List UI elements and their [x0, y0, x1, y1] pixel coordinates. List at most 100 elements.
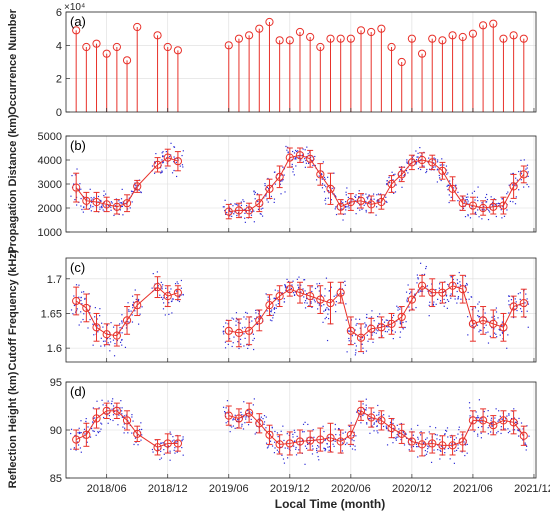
scatter-point: [508, 300, 510, 302]
scatter-point: [238, 347, 240, 350]
scatter-point: [478, 417, 480, 419]
scatter-point: [328, 449, 330, 451]
scatter-point: [277, 303, 280, 305]
scatter-point: [335, 301, 337, 303]
scatter-point: [125, 324, 128, 326]
scatter-point: [295, 150, 298, 153]
scatter-point: [245, 415, 248, 417]
mean-marker: [326, 433, 335, 442]
scatter-point: [156, 271, 158, 273]
scatter-point: [173, 439, 175, 441]
mean-line-segment: [493, 323, 504, 328]
scatter-point: [304, 149, 306, 151]
scatter-point: [492, 201, 494, 203]
scatter-point: [385, 425, 387, 427]
scatter-point: [128, 321, 130, 323]
mean-marker: [306, 154, 315, 163]
scatter-point: [326, 307, 328, 309]
scatter-point: [526, 425, 528, 427]
mean-line-segment: [75, 434, 87, 441]
scatter-point: [497, 317, 499, 319]
scatter-point: [80, 431, 82, 434]
scatter-point: [173, 169, 175, 172]
scatter-point: [465, 298, 467, 300]
mean-marker: [377, 197, 386, 207]
scatter-point: [516, 422, 519, 425]
scatter-point: [286, 433, 288, 435]
scatter-point: [80, 299, 82, 302]
scatter-point: [78, 324, 80, 326]
scatter-point: [298, 155, 300, 157]
scatter-point: [499, 334, 501, 336]
scatter-point: [83, 313, 85, 315]
scatter-point: [267, 446, 269, 448]
scatter-point: [284, 191, 286, 193]
stem-marker: [346, 34, 355, 43]
scatter-point: [527, 175, 529, 178]
scatter-point: [171, 300, 173, 302]
scatter-point: [269, 440, 272, 442]
scatter-point: [348, 202, 351, 205]
scatter-point: [300, 291, 302, 293]
scatter-point: [521, 310, 523, 313]
scatter-point: [324, 448, 326, 450]
scatter-point: [224, 411, 226, 413]
scatter-point: [392, 442, 394, 444]
scatter-point: [428, 431, 430, 433]
scatter-point: [522, 439, 524, 441]
scatter-point: [417, 168, 420, 170]
scatter-point: [365, 407, 367, 409]
mean-marker: [367, 324, 376, 333]
scatter-point: [267, 299, 269, 301]
scatter-point: [89, 318, 91, 321]
scatter-point: [131, 414, 133, 416]
scatter-point: [165, 287, 167, 289]
scatter-point: [292, 168, 295, 170]
scatter-point: [268, 444, 270, 446]
scatter-point: [420, 262, 422, 264]
scatter-point: [347, 196, 349, 199]
scatter-point: [491, 422, 493, 424]
scatter-point: [500, 426, 502, 428]
scatter-point: [286, 278, 288, 280]
scatter-point: [263, 423, 265, 425]
scatter-point: [103, 416, 105, 419]
scatter-point: [410, 438, 412, 440]
scatter-point: [247, 409, 249, 412]
scatter-point: [477, 426, 479, 429]
scatter-point: [468, 402, 471, 404]
scatter-point: [495, 311, 498, 313]
scatter-point: [469, 415, 471, 417]
x-tick-label: 2018/12: [148, 483, 188, 495]
scatter-point: [410, 428, 413, 430]
scatter-point: [260, 416, 262, 418]
scatter-point: [294, 291, 297, 293]
scatter-point: [457, 447, 459, 449]
scatter-point: [455, 437, 457, 439]
scatter-point: [392, 422, 394, 425]
scatter-point: [139, 313, 141, 315]
scatter-point: [121, 413, 123, 415]
scatter-point: [478, 316, 480, 318]
mean-line-segment: [421, 159, 433, 163]
scatter-point: [500, 209, 502, 211]
scatter-point: [287, 146, 289, 148]
scatter-point: [304, 445, 307, 447]
scatter-point: [132, 307, 134, 309]
scatter-point: [112, 339, 115, 341]
scatter-point: [477, 303, 479, 305]
scatter-point: [159, 294, 161, 296]
scatter-point: [320, 173, 323, 175]
mean-marker: [336, 288, 345, 297]
scatter-point: [134, 184, 136, 186]
mean-marker: [489, 202, 498, 211]
scatter-point: [161, 159, 163, 161]
scatter-point: [387, 326, 389, 328]
stem-marker: [428, 34, 437, 43]
scatter-point: [354, 445, 356, 447]
scatter-point: [324, 178, 326, 180]
scatter-point: [103, 190, 105, 192]
scatter-point: [274, 171, 276, 173]
scatter-point: [418, 291, 420, 293]
scatter-point: [477, 200, 479, 202]
